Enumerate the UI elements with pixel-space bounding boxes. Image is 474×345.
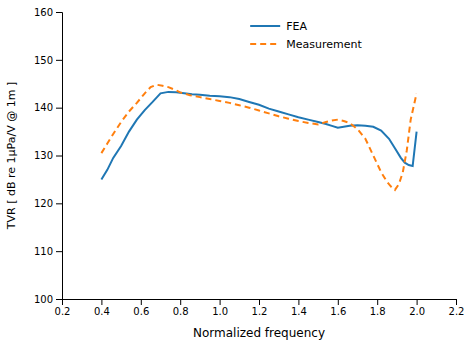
tick: 160: [34, 7, 62, 18]
tick: 0.8: [173, 299, 189, 317]
tick-label: 2.2: [449, 306, 465, 317]
x-axis-title: Normalized frequency: [193, 326, 325, 340]
tick: 120: [34, 198, 62, 209]
legend-item: FEA: [250, 20, 307, 33]
tick-label: 1.2: [252, 306, 268, 317]
y-axis-title: TVR [ dB re 1μPa/V @ 1m ]: [5, 82, 18, 230]
tick-label: 2.0: [409, 306, 425, 317]
legend-swatch: [250, 25, 280, 27]
tick-mark: [417, 299, 418, 305]
tick-label: 100: [34, 294, 53, 305]
x-axis: 0.2 0.4 0.6 0.8 1.0 1.2 1.4 1.6 1.8 2.0 2.2: [55, 299, 465, 317]
tick: 1.8: [370, 299, 386, 317]
tick: 100: [34, 294, 62, 305]
tick-label: 130: [34, 150, 53, 161]
tick-mark: [56, 60, 62, 61]
tick-label: 0.4: [94, 306, 110, 317]
tick-label: 160: [34, 7, 53, 18]
tick-label: 110: [34, 246, 53, 257]
tick: 2.2: [449, 299, 465, 317]
legend-swatch: [250, 43, 280, 45]
tick: 1.0: [212, 299, 228, 317]
tick: 0.4: [94, 299, 110, 317]
tick-label: 1.4: [291, 306, 307, 317]
tick-mark: [56, 156, 62, 157]
legend-label: Measurement: [286, 38, 362, 51]
tick: 1.4: [291, 299, 307, 317]
tick-mark: [259, 299, 260, 305]
y-axis: 100 110 120 130 140 150 160: [34, 7, 63, 305]
tick-mark: [56, 12, 62, 13]
tick-label: 1.0: [212, 306, 228, 317]
tick-mark: [56, 299, 62, 300]
tick-mark: [220, 299, 221, 305]
plot-area: 0.20.40.60.81.01.21.41.61.82.02.21001101…: [34, 7, 465, 317]
tick-label: 1.8: [370, 306, 386, 317]
tick: 1.2: [252, 299, 268, 317]
series-line: [101, 92, 416, 180]
tick-label: 140: [34, 102, 53, 113]
tick-mark: [456, 299, 457, 305]
tick-mark: [56, 108, 62, 109]
tick: 0.6: [133, 299, 149, 317]
tick-mark: [377, 299, 378, 305]
tick: 110: [34, 246, 62, 257]
tick-mark: [338, 299, 339, 305]
chart: 0.20.40.60.81.01.21.41.61.82.02.21001101…: [0, 0, 474, 345]
legend-label: FEA: [286, 20, 307, 33]
tick-label: 1.6: [330, 306, 346, 317]
tick: 1.6: [330, 299, 346, 317]
legend-item: Measurement: [250, 38, 362, 51]
series-group: [101, 85, 416, 190]
tick-label: 150: [34, 55, 53, 66]
tick-label: 120: [34, 198, 53, 209]
legend: FEA Measurement: [250, 20, 362, 51]
series-line: [101, 85, 416, 190]
tick: 140: [34, 102, 62, 113]
tick-mark: [298, 299, 299, 305]
tick-mark: [56, 251, 62, 252]
tick: 2.0: [409, 299, 425, 317]
tick: 150: [34, 55, 62, 66]
tick-mark: [101, 299, 102, 305]
axis-line: [63, 300, 457, 306]
tick-mark: [180, 299, 181, 305]
tick-mark: [141, 299, 142, 305]
tick-mark: [56, 203, 62, 204]
tick: 0.2: [55, 299, 71, 317]
tick-label: 0.6: [133, 306, 149, 317]
axis-line: [56, 13, 63, 300]
tick-label: 0.2: [55, 306, 71, 317]
tick: 130: [34, 150, 62, 161]
tick-label: 0.8: [173, 306, 189, 317]
